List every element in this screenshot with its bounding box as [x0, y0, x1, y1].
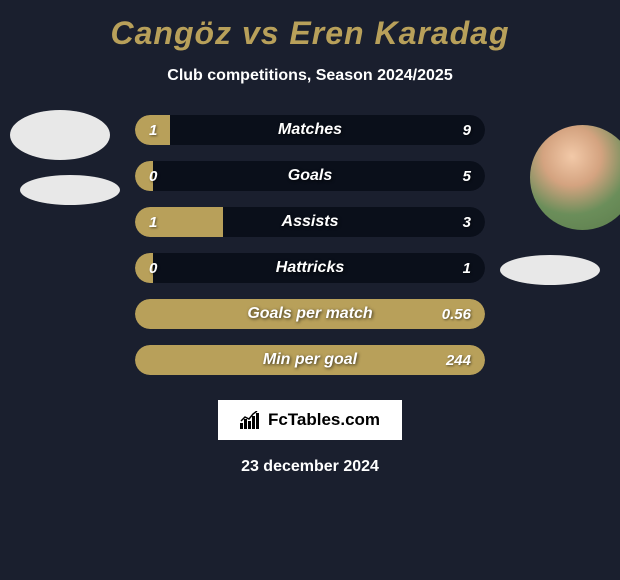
date-text: 23 december 2024	[241, 458, 379, 476]
stat-value-right: 5	[463, 168, 471, 185]
player-right-badge	[500, 255, 600, 285]
stat-row-assists: 1 Assists 3	[135, 207, 485, 237]
player-left-avatar	[10, 110, 110, 160]
stat-row-matches: 1 Matches 9	[135, 115, 485, 145]
chart-icon	[240, 411, 262, 429]
stat-label: Assists	[282, 213, 339, 231]
stat-value-left: 1	[149, 122, 157, 139]
stat-value-left: 0	[149, 168, 157, 185]
stat-row-hattricks: 0 Hattricks 1	[135, 253, 485, 283]
stat-row-goals-per-match: Goals per match 0.56	[135, 299, 485, 329]
player-left-badge	[20, 175, 120, 205]
comparison-title: Cangöz vs Eren Karadag	[111, 15, 510, 52]
stat-label: Goals	[288, 167, 332, 185]
stat-value-right: 244	[446, 352, 471, 369]
stat-row-min-per-goal: Min per goal 244	[135, 345, 485, 375]
stat-row-goals: 0 Goals 5	[135, 161, 485, 191]
logo-text: FcTables.com	[268, 410, 380, 430]
stat-value-right: 9	[463, 122, 471, 139]
stat-label: Matches	[278, 121, 342, 139]
player-right-avatar	[530, 125, 620, 230]
stat-value-left: 0	[149, 260, 157, 277]
stat-bar-right	[223, 207, 486, 237]
stat-label: Goals per match	[247, 305, 372, 323]
subtitle: Club competitions, Season 2024/2025	[167, 67, 452, 85]
stat-value-right: 3	[463, 214, 471, 231]
logo-box: FcTables.com	[218, 400, 402, 440]
stats-area: 1 Matches 9 0 Goals 5 1 Assists 3 0 Hatt…	[135, 115, 485, 375]
stat-label: Hattricks	[276, 259, 344, 277]
stat-value-left: 1	[149, 214, 157, 231]
stat-value-right: 0.56	[442, 306, 471, 323]
stat-label: Min per goal	[263, 351, 357, 369]
main-container: Cangöz vs Eren Karadag Club competitions…	[0, 0, 620, 491]
stat-value-right: 1	[463, 260, 471, 277]
